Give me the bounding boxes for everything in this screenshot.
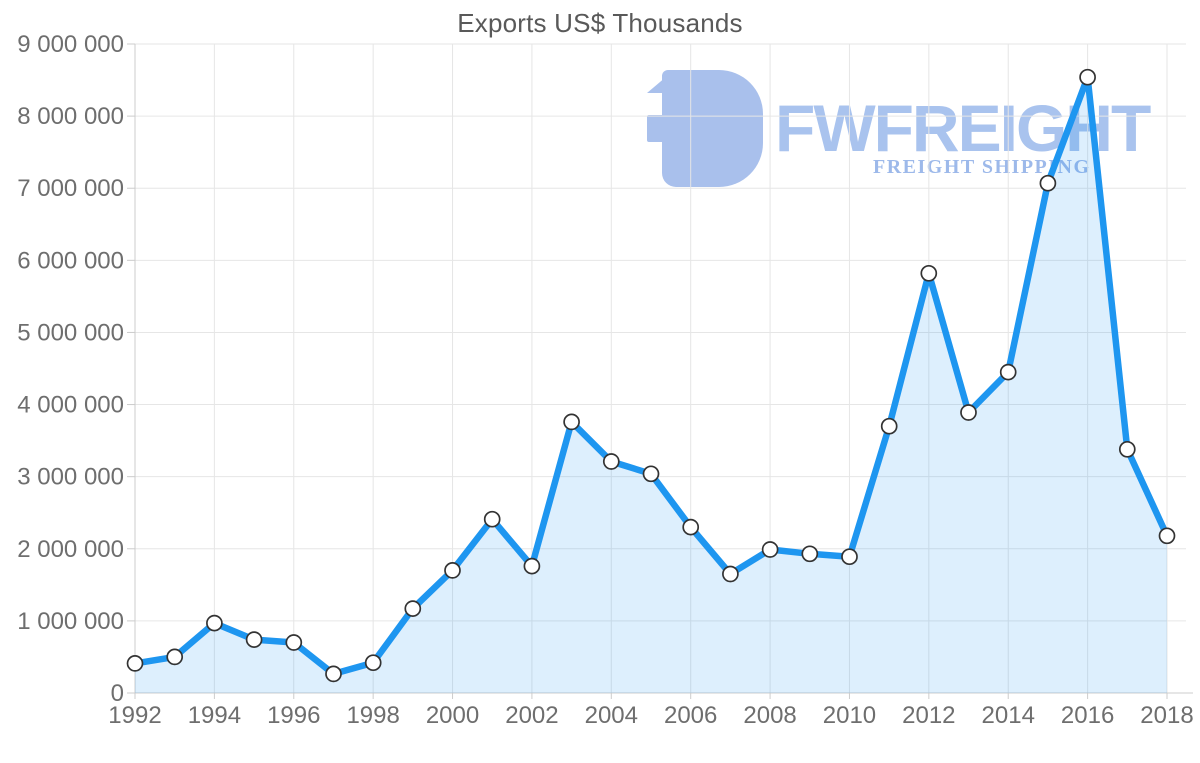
data-point-marker — [722, 565, 739, 583]
data-point-marker — [1039, 174, 1057, 192]
data-point-marker — [563, 413, 580, 431]
x-tick-label: 1994 — [188, 702, 241, 729]
y-tick-label: 6 000 000 — [17, 247, 124, 274]
logo-mid-bar — [647, 115, 709, 142]
y-tick-label: 7 000 000 — [17, 175, 124, 202]
x-tick-label: 2018 — [1140, 702, 1193, 729]
data-point-marker — [285, 634, 303, 651]
x-tick-label: 1992 — [108, 702, 161, 729]
y-tick-label: 2 000 000 — [17, 536, 124, 563]
data-point-marker — [523, 557, 541, 575]
data-point-marker — [404, 600, 422, 617]
data-point-marker — [761, 541, 779, 558]
data-point-marker — [682, 518, 700, 536]
x-tick-label: 2006 — [664, 702, 717, 729]
data-point-marker — [166, 648, 184, 666]
y-tick-label: 5 000 000 — [17, 319, 124, 346]
brand-tagline: FREIGHT SHIPPING — [873, 156, 1091, 178]
x-tick-label: 2016 — [1061, 702, 1114, 729]
y-tick-label: 9 000 000 — [17, 31, 124, 58]
data-point-marker — [245, 631, 263, 648]
chart-title: Exports US$ Thousands — [457, 8, 743, 38]
y-tick-label: 3 000 000 — [17, 464, 124, 491]
data-point-marker — [841, 548, 858, 566]
x-tick-label: 2008 — [743, 702, 796, 729]
data-point-marker — [364, 654, 382, 672]
y-tick-label: 4 000 000 — [17, 392, 124, 419]
y-tick-label: 8 000 000 — [17, 103, 124, 130]
data-point-marker — [483, 510, 501, 528]
y-tick-label: 1 000 000 — [17, 608, 124, 635]
freight-logo-icon — [647, 68, 763, 187]
x-tick-label: 1996 — [267, 702, 320, 729]
x-tick-label: 2014 — [982, 702, 1035, 729]
data-point-marker — [920, 264, 938, 282]
area-fill — [135, 77, 1167, 693]
x-tick-label: 2012 — [902, 702, 955, 729]
data-point-marker — [126, 655, 144, 672]
data-point-marker — [960, 404, 977, 421]
data-point-marker — [444, 562, 461, 579]
data-point-marker — [880, 417, 898, 435]
data-point-marker — [1158, 527, 1176, 545]
data-point-marker — [801, 545, 819, 563]
data-point-marker — [325, 665, 342, 683]
data-point-marker — [1079, 68, 1096, 86]
data-point-marker — [206, 614, 223, 632]
data-point-marker — [602, 453, 620, 470]
data-point-marker — [999, 363, 1017, 381]
x-tick-label: 2010 — [823, 702, 876, 729]
data-point-marker — [1118, 440, 1136, 458]
x-tick-label: 2002 — [505, 702, 558, 729]
x-tick-label: 2000 — [426, 702, 479, 729]
y-tick-label: 0 — [111, 680, 124, 707]
x-tick-label: 1998 — [346, 702, 399, 729]
x-tick-label: 2004 — [585, 702, 638, 729]
data-point-marker — [642, 465, 660, 483]
